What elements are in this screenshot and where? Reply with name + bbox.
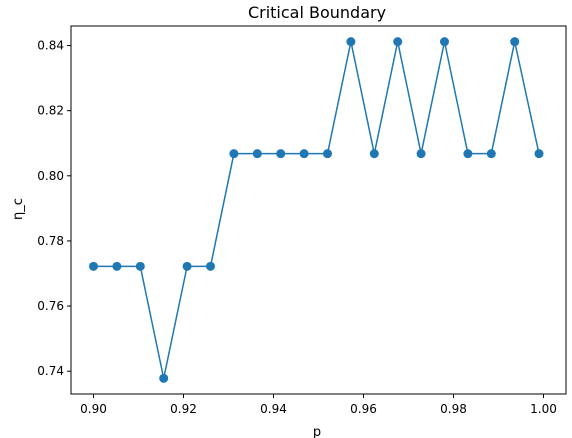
y-tick-label: 0.76: [37, 299, 64, 313]
y-tick-label: 0.74: [37, 364, 64, 378]
x-axis-label: p: [313, 425, 321, 438]
plot-content: [89, 37, 544, 383]
x-tick-label: 0.96: [350, 402, 377, 416]
x-tick-label: 0.92: [170, 402, 197, 416]
data-point: [463, 149, 473, 159]
data-point: [206, 261, 215, 271]
data-point: [112, 261, 122, 271]
data-point: [369, 149, 379, 159]
x-tick-label: 1.00: [530, 402, 557, 416]
data-point: [252, 149, 262, 159]
series-line: [93, 41, 540, 379]
data-point: [323, 149, 332, 159]
x-tick-label: 0.94: [260, 402, 287, 416]
data-point: [276, 149, 286, 159]
data-point: [229, 149, 239, 159]
data-point: [346, 37, 356, 47]
y-tick-label: 0.82: [37, 104, 64, 118]
y-tick-label: 0.78: [37, 234, 64, 248]
data-point: [393, 37, 403, 47]
data-point: [159, 373, 169, 383]
axis-ticks: 0.90 0.92 0.94 0.96 0.98 1.00 0.74 0.76 0.78 0.80…: [37, 39, 557, 416]
data-point: [534, 149, 544, 159]
plot-frame: [70, 25, 567, 395]
y-axis-label: η_c: [11, 198, 26, 220]
data-point: [135, 261, 145, 271]
data-point: [486, 149, 496, 159]
data-point: [299, 149, 309, 159]
data-point: [440, 37, 449, 47]
data-point: [510, 37, 520, 47]
y-tick-label: 0.80: [37, 169, 64, 183]
y-tick-label: 0.84: [37, 39, 64, 53]
data-point: [89, 261, 98, 271]
chart-title: Critical Boundary: [248, 3, 386, 22]
x-tick-label: 0.98: [440, 402, 467, 416]
x-tick-label: 0.90: [80, 402, 107, 416]
data-point: [182, 261, 192, 271]
data-point: [416, 149, 426, 159]
